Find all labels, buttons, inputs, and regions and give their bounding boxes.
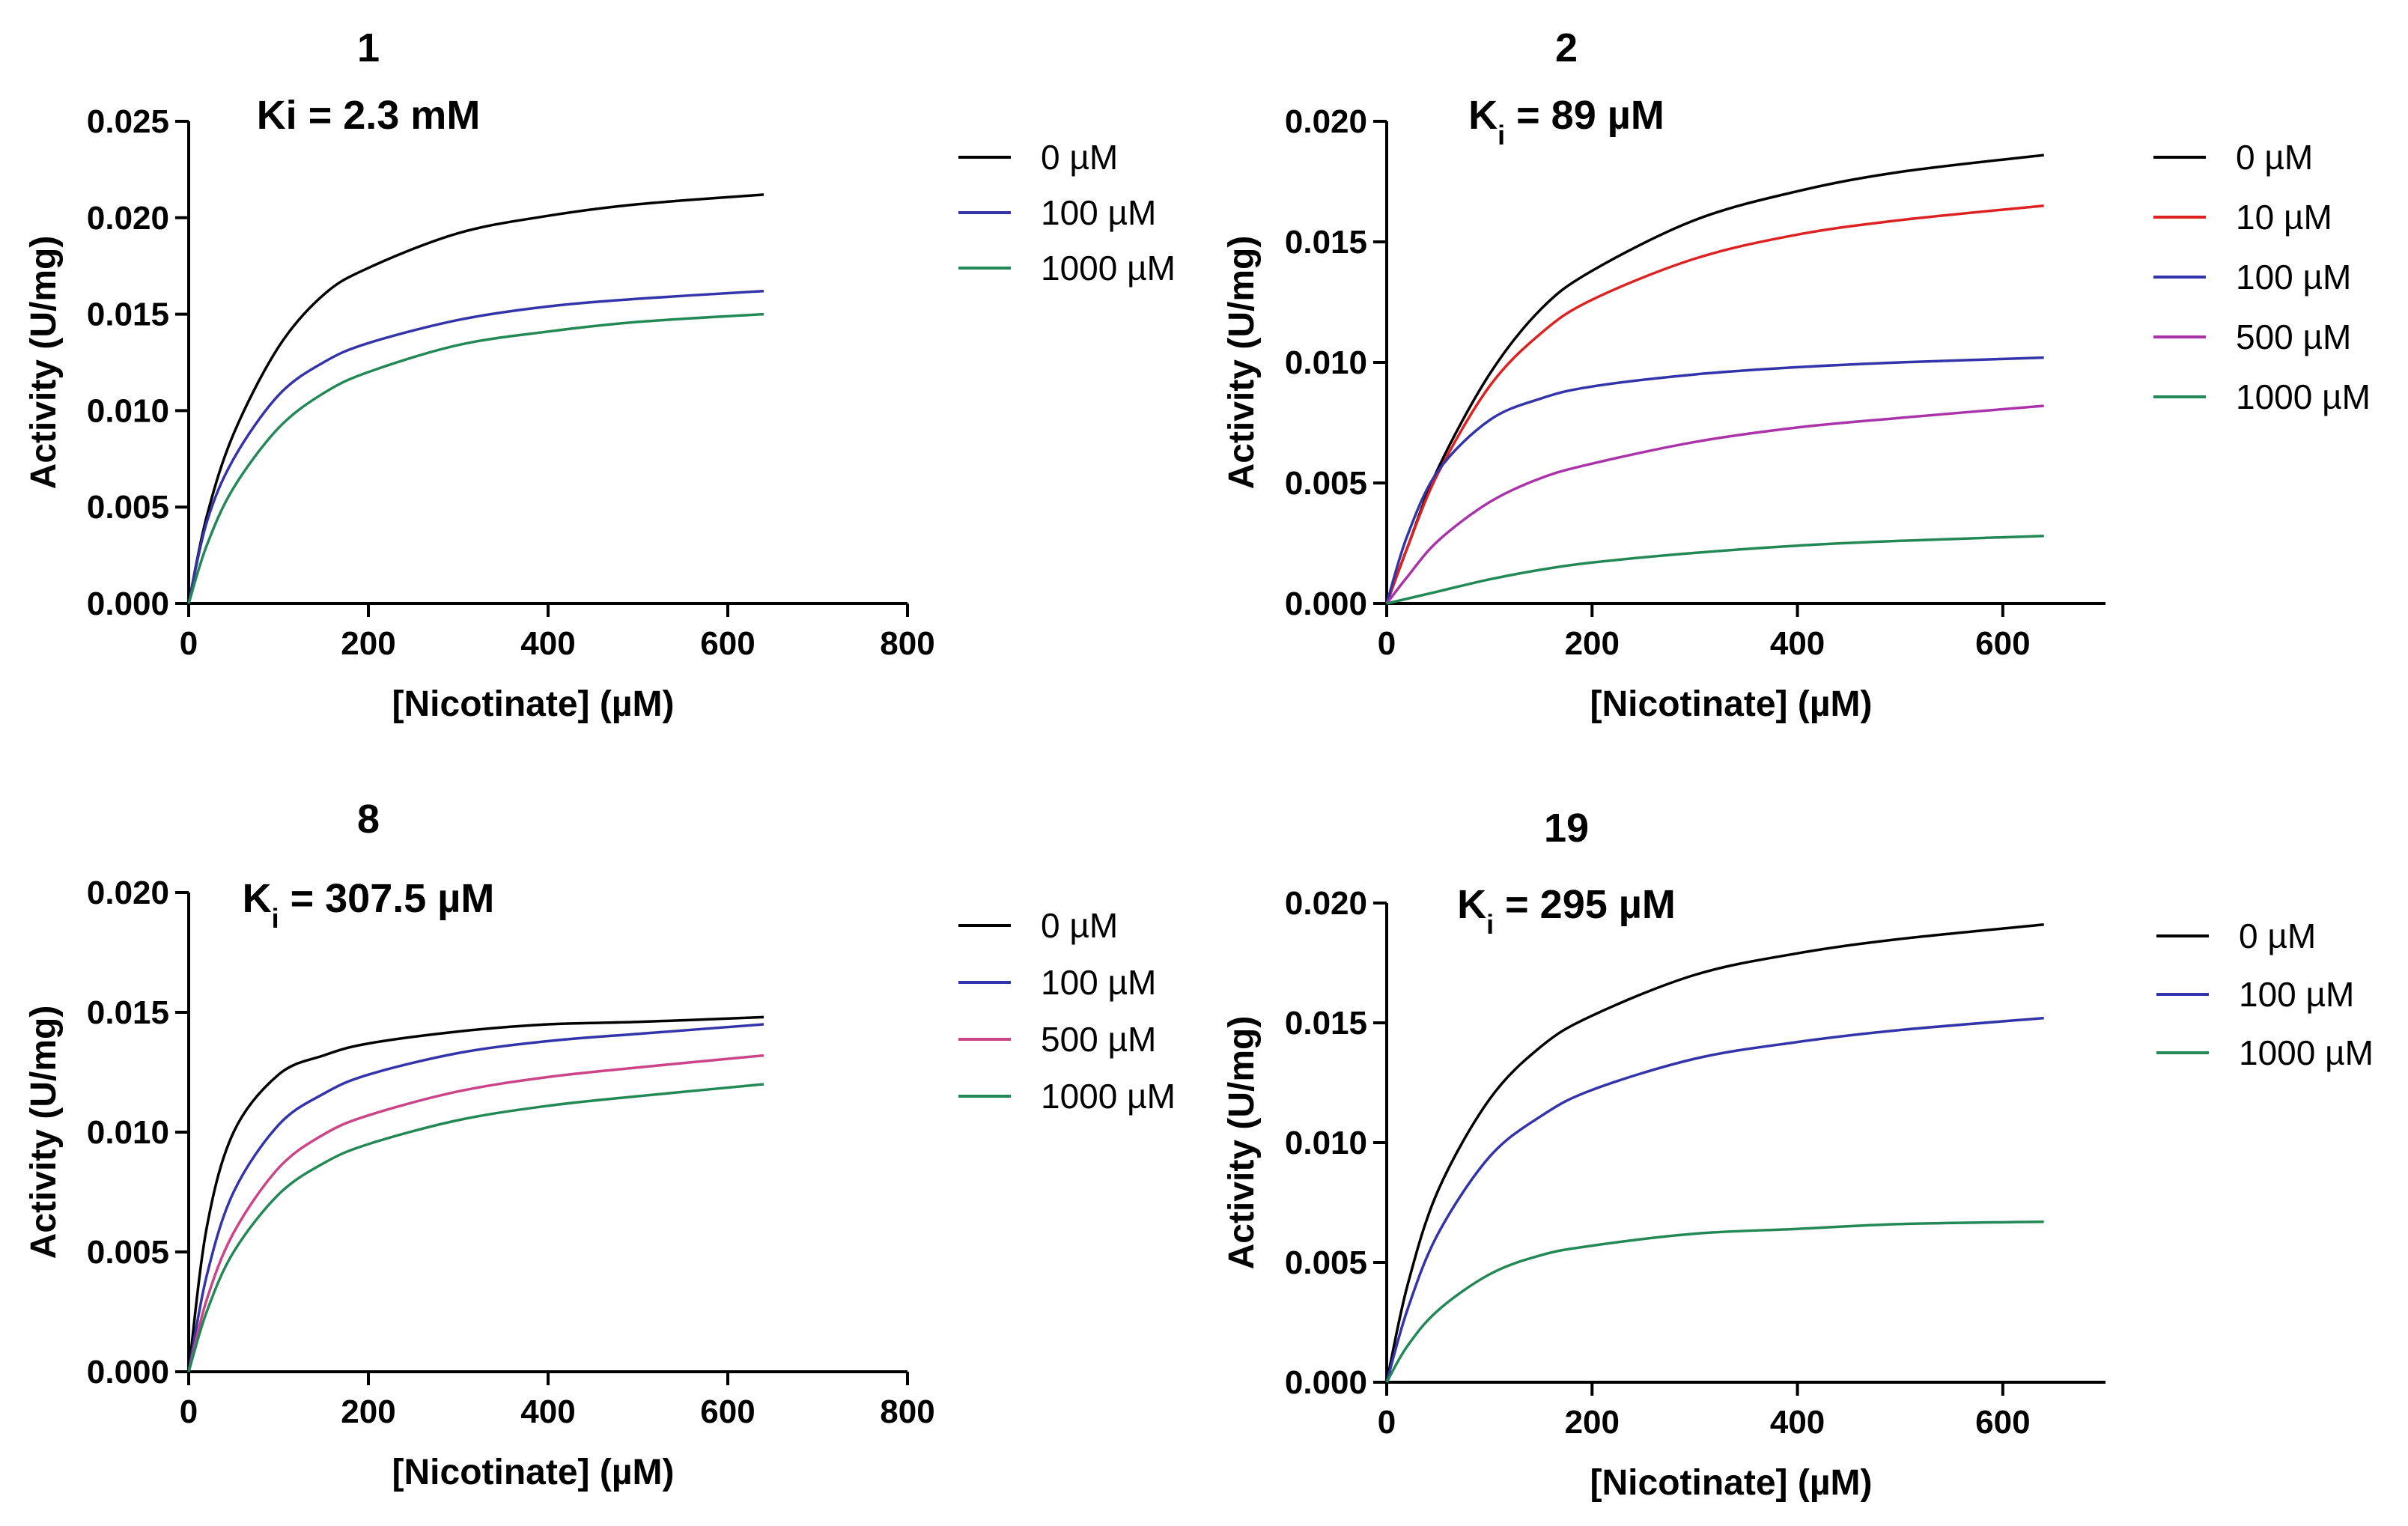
legend-label: 0 µM: [2239, 916, 2316, 955]
y-tick-label: 0.000: [1285, 1364, 1367, 1401]
y-tick-label: 0.015: [87, 994, 169, 1031]
x-tick-label: 400: [520, 1393, 575, 1430]
y-tick-label: 0.010: [87, 1114, 169, 1151]
x-tick-label: 600: [1975, 1404, 2030, 1441]
ki-subtitle: Ki = 2.3 mM: [257, 93, 481, 138]
x-axis-title: [Nicotinate] (µM): [1590, 1463, 1873, 1503]
legend-label: 500 µM: [2236, 317, 2351, 356]
x-tick-label: 600: [1975, 625, 2030, 662]
chart-panel-2: 0.000 0.005 0.010 0.015 0.020 0 200 400 600 [Nico…: [1222, 25, 2371, 724]
x-tick-label: 0: [1378, 1404, 1396, 1441]
x-tick-label: 400: [1770, 1404, 1825, 1441]
ki-subtitle: Ki = 307.5 µM: [243, 876, 495, 934]
x-tick-label: 200: [1565, 1404, 1620, 1441]
x-tick-label: 400: [1770, 625, 1825, 662]
y-tick-label: 0.005: [87, 489, 169, 526]
series-line-1000-M: [187, 312, 764, 604]
x-axis-title: [Nicotinate] (µM): [392, 684, 675, 724]
legend-label: 10 µM: [2236, 198, 2332, 237]
x-axis-title: [Nicotinate] (µM): [1590, 684, 1873, 724]
legend-label: 1000 µM: [1041, 249, 1176, 288]
legend-label: 0 µM: [2236, 138, 2313, 177]
y-tick-label: 0.000: [1285, 586, 1367, 622]
legend-label: 0 µM: [1041, 138, 1118, 177]
y-tick-label: 0.020: [87, 875, 169, 911]
chart-panel-1: 0.000 0.005 0.010 0.015 0.020 0.025 0 200 400 600…: [24, 25, 1176, 724]
legend-label: 100 µM: [2236, 258, 2351, 297]
x-tick-label: 600: [700, 625, 755, 662]
y-tick-label: 0.005: [87, 1234, 169, 1271]
y-tick-label: 0.010: [1285, 344, 1367, 381]
x-tick-label: 600: [700, 1393, 755, 1430]
legend-label: 100 µM: [1041, 193, 1156, 232]
legend-label: 100 µM: [2239, 975, 2354, 1014]
y-tick-label: 0.005: [1285, 465, 1367, 502]
y-axis-title: Activity (U/mg): [1222, 1016, 1262, 1270]
y-axis-title: Activity (U/mg): [24, 236, 64, 490]
series-line-100-M: [187, 1023, 764, 1373]
y-axis-title: Activity (U/mg): [24, 1006, 64, 1259]
series-line-0-M: [1385, 153, 2044, 604]
panel-number-title: 19: [1544, 806, 1589, 851]
y-tick-label: 0.010: [87, 392, 169, 429]
series-line-1000-M: [1385, 1220, 2044, 1383]
legend-label: 1000 µM: [2236, 377, 2371, 416]
ki-subtitle: Ki = 89 µM: [1468, 93, 1664, 151]
y-tick-label: 0.000: [87, 586, 169, 622]
series-line-100-M: [187, 289, 764, 604]
chart-panel-19: 0.000 0.005 0.010 0.015 0.020 0 200 400 600 [Nico…: [1222, 806, 2374, 1503]
chart-panel-8: 0.000 0.005 0.010 0.015 0.020 0 200 400 600 800 [N…: [24, 797, 1176, 1492]
series-line-10-M: [1385, 204, 2044, 604]
series-line-0-M: [1385, 923, 2044, 1383]
y-tick-label: 0.020: [1285, 885, 1367, 922]
x-tick-label: 0: [1378, 625, 1396, 662]
x-tick-label: 200: [1565, 625, 1620, 662]
y-tick-label: 0.000: [87, 1354, 169, 1390]
legend-label: 100 µM: [1041, 963, 1156, 1002]
series-line-500-M: [187, 1054, 764, 1373]
y-tick-label: 0.015: [1285, 1005, 1367, 1042]
series-line-0-M: [187, 1015, 764, 1373]
x-tick-label: 400: [520, 625, 575, 662]
series-line-1000-M: [187, 1083, 764, 1373]
series-line-100-M: [1385, 1016, 2044, 1383]
series-line-1000-M: [1386, 535, 2044, 605]
y-tick-label: 0.015: [1285, 224, 1367, 261]
x-tick-label: 0: [180, 625, 198, 662]
ki-subtitle: Ki = 295 µM: [1457, 882, 1676, 940]
y-tick-label: 0.005: [1285, 1244, 1367, 1281]
series-line-0-M: [187, 193, 764, 604]
x-tick-label: 200: [341, 1393, 395, 1430]
y-tick-label: 0.020: [1285, 103, 1367, 140]
y-tick-label: 0.010: [1285, 1125, 1367, 1161]
y-tick-label: 0.025: [87, 103, 169, 140]
x-tick-label: 800: [880, 1393, 934, 1430]
y-tick-label: 0.015: [87, 297, 169, 333]
y-tick-label: 0.020: [87, 200, 169, 237]
panel-number-title: 8: [357, 797, 380, 842]
legend-label: 0 µM: [1041, 906, 1118, 945]
panel-number-title: 2: [1555, 25, 1578, 70]
series-line-500-M: [1385, 404, 2044, 605]
series-line-100-M: [1385, 356, 2044, 604]
x-tick-label: 200: [341, 625, 395, 662]
legend-label: 1000 µM: [1041, 1077, 1176, 1116]
panel-number-title: 1: [357, 25, 380, 70]
x-tick-label: 0: [180, 1393, 198, 1430]
legend-label: 1000 µM: [2239, 1033, 2374, 1072]
x-axis-title: [Nicotinate] (µM): [392, 1453, 675, 1492]
x-tick-label: 800: [880, 625, 934, 662]
y-axis-title: Activity (U/mg): [1222, 236, 1262, 490]
legend-label: 500 µM: [1041, 1020, 1156, 1059]
